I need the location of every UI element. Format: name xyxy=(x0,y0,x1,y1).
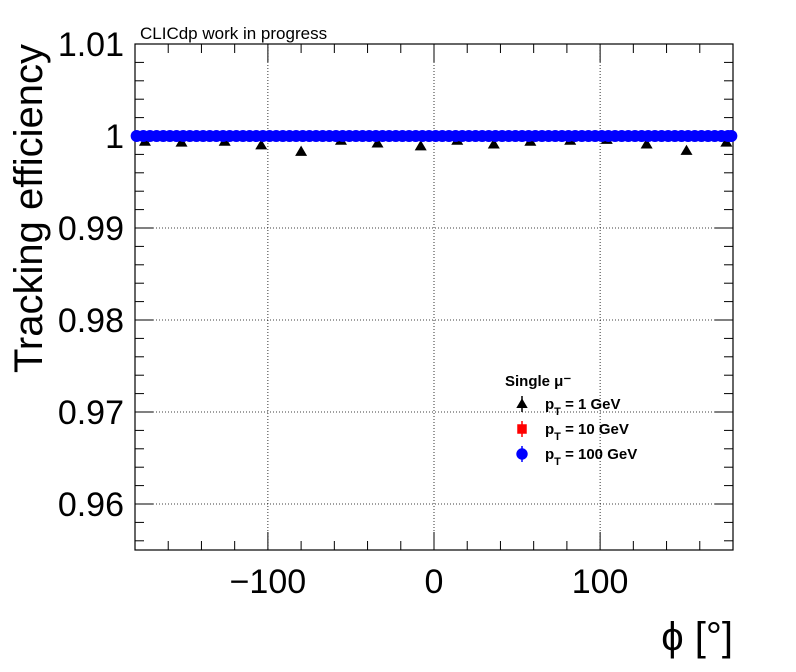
grid xyxy=(135,44,733,550)
y-tick-label: 1 xyxy=(105,118,124,156)
legend-entry: pT = 10 GeV xyxy=(517,421,629,443)
y-tick-label: 0.98 xyxy=(58,302,124,340)
y-axis-label: Tracking efficiency xyxy=(7,44,51,373)
legend-entry: pT = 1 GeV xyxy=(516,396,621,418)
triangle-point xyxy=(371,137,384,148)
legend-label: pT = 1 GeV xyxy=(545,396,621,418)
triangle-point xyxy=(640,138,653,149)
triangle-point xyxy=(255,139,268,150)
x-tick-label: −100 xyxy=(230,563,307,601)
y-tick-label: 0.99 xyxy=(58,210,124,248)
circle-point xyxy=(725,130,738,142)
legend-label: pT = 10 GeV xyxy=(545,421,629,443)
axis-ticks xyxy=(134,43,734,550)
x-axis-label: ϕ [°] xyxy=(661,615,733,659)
y-tick-labels: 0.96 0.97 0.98 0.99 1 1.01 xyxy=(58,26,124,524)
x-tick-label: 0 xyxy=(425,563,444,601)
x-tick-labels: −100 0 100 xyxy=(230,563,629,601)
y-tick-label: 1.01 xyxy=(58,26,124,64)
legend-label: pT = 100 GeV xyxy=(545,446,637,468)
legend-title: Single μ⁻ xyxy=(505,373,571,390)
data-marks xyxy=(130,130,738,156)
legend: Single μ⁻ pT = 1 GeV pT = 10 GeV pT = 100 … xyxy=(505,373,637,468)
chart-note: CLICdp work in progress xyxy=(140,24,327,43)
y-tick-label: 0.96 xyxy=(58,486,124,524)
x-tick-label: 100 xyxy=(572,563,629,601)
y-tick-label: 0.97 xyxy=(58,394,124,432)
triangle-point xyxy=(414,140,427,151)
triangle-point xyxy=(295,145,308,156)
triangle-point xyxy=(680,144,693,155)
legend-entry: pT = 100 GeV xyxy=(516,446,637,468)
triangle-point xyxy=(487,138,500,149)
series-3 xyxy=(130,130,738,142)
